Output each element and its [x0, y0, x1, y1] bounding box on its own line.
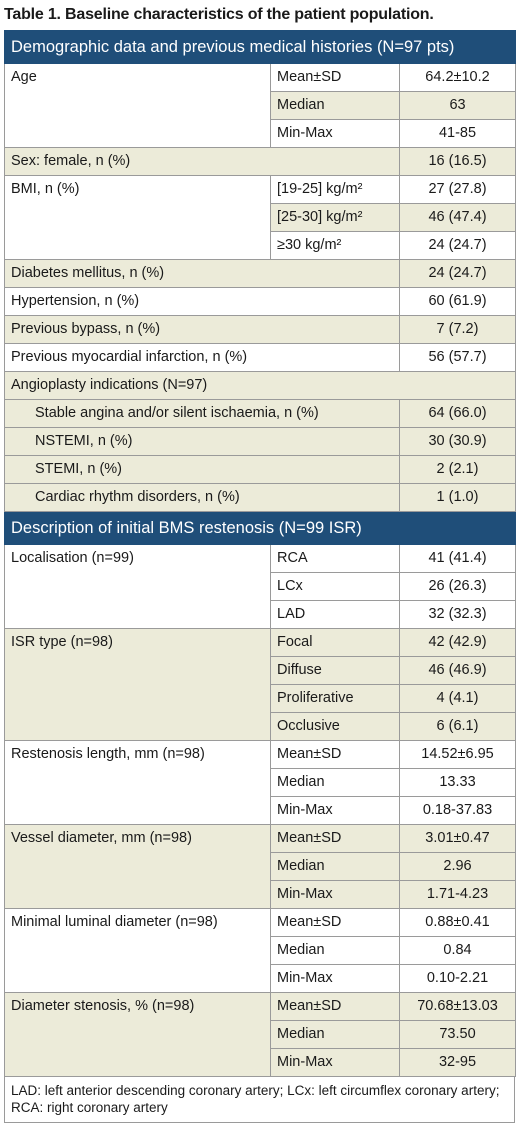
- table-row: STEMI, n (%) 2 (2.1): [4, 455, 517, 484]
- section-header: Description of initial BMS restenosis (N…: [3, 511, 517, 545]
- table-row: Previous myocardial infarction, n (%) 56…: [4, 343, 517, 372]
- table-row: [25-30] kg/m² 46 (47.4): [5, 203, 517, 232]
- table-row: ISR type (n=98) Focal 42 (42.9): [4, 628, 517, 741]
- section-header: Demographic data and previous medical hi…: [3, 30, 517, 64]
- table-row: Angioplasty indications (N=97): [3, 371, 517, 400]
- table-row: Sex: female, n (%) 16 (16.5): [4, 147, 517, 176]
- table-row: Vessel diameter, mm (n=98) Mean±SD 3.01±…: [4, 824, 517, 909]
- table-figure: Table 1. Baseline characteristics of the…: [3, 0, 517, 1123]
- table-row: Diameter stenosis, % (n=98) Mean±SD 70.6…: [4, 992, 517, 1077]
- table-row: Diabetes mellitus, n (%) 24 (24.7): [4, 259, 517, 288]
- row-label: Age: [4, 63, 271, 148]
- table-row: ≥30 kg/m² 24 (24.7): [5, 231, 517, 260]
- baseline-table: Demographic data and previous medical hi…: [3, 30, 517, 1077]
- table-title: Table 1. Baseline characteristics of the…: [4, 6, 434, 23]
- table-row: Stable angina and/or silent ischaemia, n…: [4, 399, 517, 428]
- table-row: LAD 32 (32.3): [5, 600, 517, 629]
- table-row: LCx 26 (26.3): [5, 572, 517, 601]
- table-row: NSTEMI, n (%) 30 (30.9): [4, 427, 517, 456]
- table-row: Restenosis length, mm (n=98) Mean±SD 14.…: [4, 740, 517, 825]
- table-row: BMI, n (%) [19-25] kg/m² 27 (27.8): [4, 175, 517, 260]
- table-row: Localisation (n=99) RCA 41 (41.4): [4, 544, 517, 629]
- table-row: Median 63: [5, 91, 517, 120]
- table-row: Minimal luminal diameter (n=98) Mean±SD …: [4, 908, 517, 993]
- table-row: Previous bypass, n (%) 7 (7.2): [4, 315, 517, 344]
- table-row: Cardiac rhythm disorders, n (%) 1 (1.0): [4, 483, 517, 512]
- table-row: Hypertension, n (%) 60 (61.9): [4, 287, 517, 316]
- table-footnote: LAD: left anterior descending coronary a…: [4, 1077, 515, 1123]
- table-row: Age Mean±SD 64.2±10.2: [4, 63, 517, 148]
